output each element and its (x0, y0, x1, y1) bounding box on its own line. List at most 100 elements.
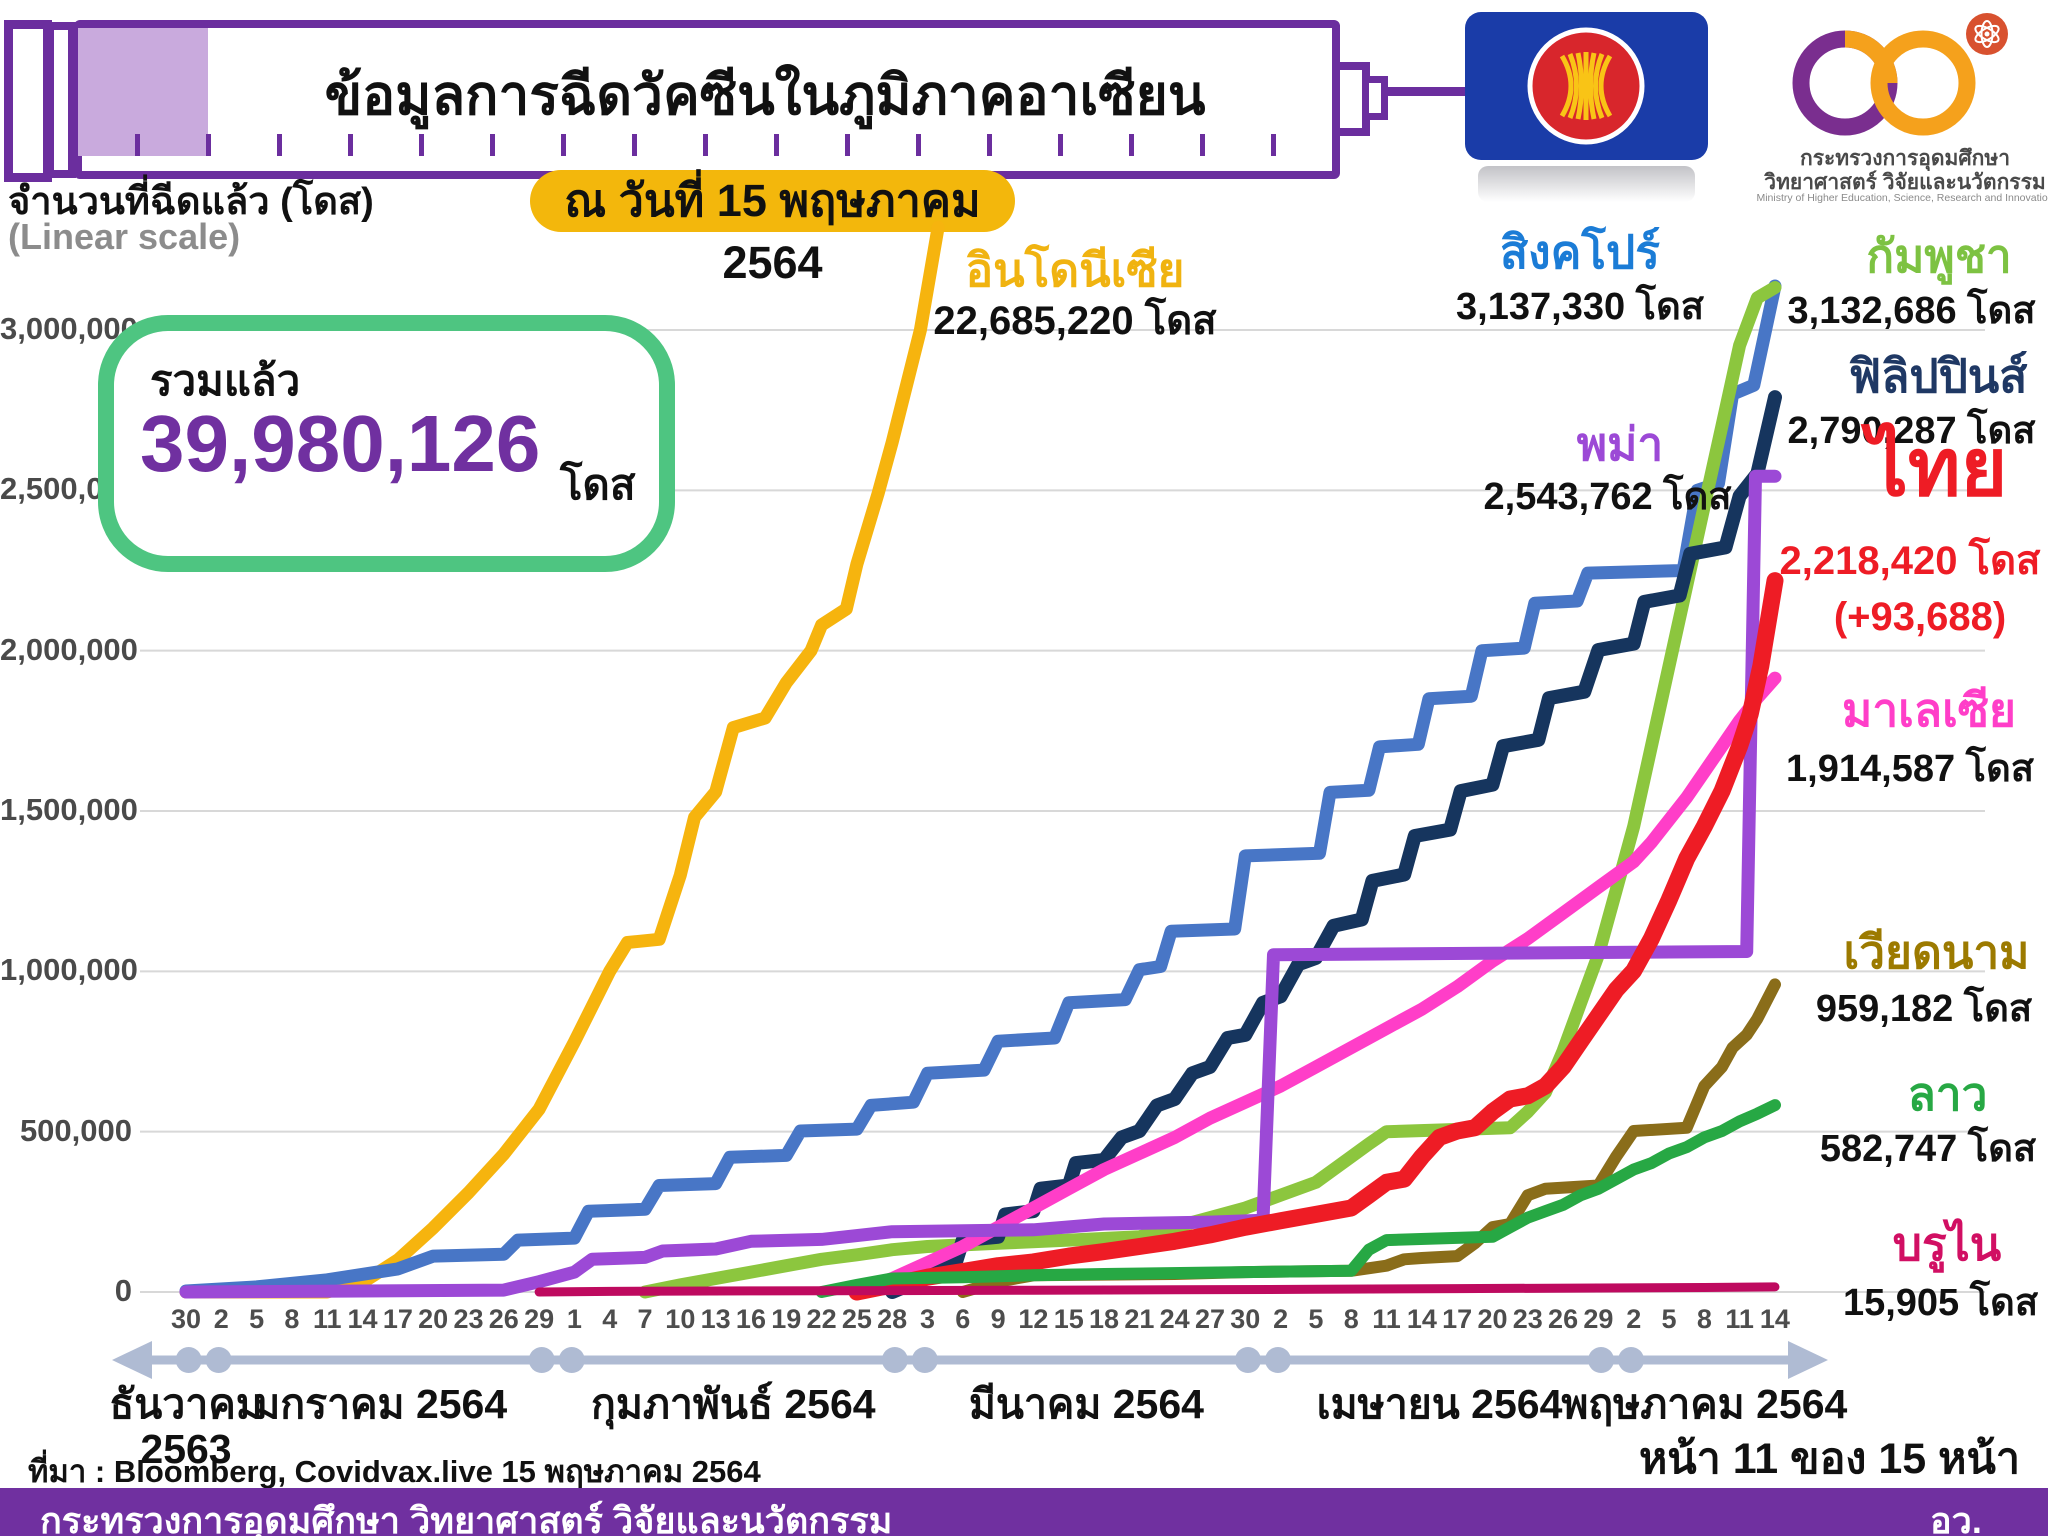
syringe-tick (561, 134, 566, 156)
month-boundary-dot (175, 1347, 202, 1373)
x-tick-label: 23 (453, 1304, 484, 1334)
series-line-indonesia (179, 220, 945, 1299)
mhesi-logo (1792, 13, 2008, 136)
x-tick-label: 28 (877, 1304, 908, 1334)
y-tick-label: 2,000,000 (0, 631, 138, 667)
x-tick-label: 19 (771, 1304, 802, 1334)
x-tick-label: 29 (524, 1304, 555, 1334)
syringe-tick (1200, 134, 1205, 156)
syringe-plunger-rod (46, 22, 76, 178)
x-tick-label: 14 (1759, 1304, 1790, 1334)
syringe-tick (348, 134, 353, 156)
x-tick-label: 17 (1442, 1304, 1473, 1334)
x-tick-label: 13 (700, 1304, 731, 1334)
x-tick-label: 17 (382, 1304, 413, 1334)
month-label: พฤษภาคม 2564 (1561, 1381, 1848, 1427)
x-tick-label: 25 (841, 1304, 872, 1334)
y-axis-scale-note: (Linear scale) (8, 216, 241, 257)
x-tick-label: 20 (1477, 1304, 1508, 1334)
label-cambodia: กัมพูชา (1866, 230, 2012, 282)
month-label: ธันวาคม 2563 (109, 1381, 263, 1473)
x-tick-label: 16 (735, 1304, 766, 1334)
x-tick-label: 5 (1308, 1304, 1324, 1334)
syringe-tick (987, 134, 992, 156)
series-line-myanmar (179, 469, 1782, 1299)
x-tick-label: 14 (1406, 1304, 1437, 1334)
y-tick-label: 1,000,000 (0, 952, 138, 988)
syringe-tick (206, 134, 211, 156)
page-title: ข้อมูลการฉีดวัคซีนในภูมิภาคอาเซียน (324, 64, 1206, 126)
value-singapore: 3,137,330 โดส (1456, 286, 1704, 328)
page-indicator: หน้า 11 ของ 15 หน้า (1638, 1435, 2020, 1483)
x-tick-label: 10 (665, 1304, 696, 1334)
series-line-cambodia (638, 281, 1782, 1299)
x-tick-label: 27 (1194, 1304, 1225, 1334)
syringe-tick (703, 134, 708, 156)
x-tick-label: 9 (990, 1304, 1006, 1334)
as-of-date-badge: ณ วันที่ 15 พฤษภาคม 2564 (530, 170, 1015, 288)
syringe-tick (1271, 134, 1276, 156)
asean-flag (1465, 12, 1708, 160)
mhesi-name-en: Ministry of Higher Education, Science, R… (1756, 192, 2048, 204)
value-brunei: 15,905 โดส (1842, 1282, 2039, 1324)
label-laos: ลาว (1907, 1068, 1988, 1120)
series-line-thailand (848, 572, 1784, 1301)
x-tick-label: 23 (1512, 1304, 1543, 1334)
month-boundary-dot (1234, 1347, 1261, 1373)
source-citation: ที่มา : Bloomberg, Covidvax.live 15 พฤษภ… (28, 1454, 761, 1489)
month-boundary-dot (881, 1347, 908, 1373)
syringe-tick (916, 134, 921, 156)
mhesi-name-line2: วิทยาศาสตร์ วิจัยและนวัตกรรม (1764, 171, 2046, 194)
total-doses-value: 39,980,126 (140, 399, 541, 488)
syringe-tick (1129, 134, 1134, 156)
month-label: กุมภาพันธ์ 2564 (591, 1381, 876, 1427)
label-philippines: ฟิลิปปินส์ (1848, 350, 2028, 402)
y-axis-title: จำนวนที่ฉีดแล้ว (โดส) (8, 181, 374, 223)
x-tick-label: 20 (418, 1304, 449, 1334)
month-boundary-dot (528, 1347, 555, 1373)
syringe-tick (632, 134, 637, 156)
x-tick-label: 18 (1089, 1304, 1120, 1334)
total-doses-box (98, 315, 675, 572)
value-malaysia: 1,914,587 โดส (1786, 748, 2034, 790)
month-boundary-dot (1618, 1347, 1645, 1373)
x-tick-label: 30 (170, 1304, 202, 1334)
syringe-tick (277, 134, 282, 156)
x-tick-label: 12 (1018, 1304, 1049, 1334)
value-myanmar: 2,543,762 โดส (1483, 476, 1732, 518)
label-brunei: บรูไน (1892, 1218, 2002, 1270)
mhesi-name-line1: กระทรวงการอุดมศึกษา (1800, 147, 2010, 170)
x-tick-label: 15 (1053, 1304, 1084, 1334)
label-malaysia: มาเลเซีย (1842, 684, 2016, 736)
x-tick-label: 2 (213, 1304, 229, 1334)
label-vietnam: เวียดนาม (1843, 926, 2030, 978)
month-boundary-dot (558, 1347, 585, 1373)
delta-thailand: (+93,688) (1833, 595, 2007, 639)
y-tick-label: 0 (114, 1273, 132, 1308)
x-tick-label: 8 (1343, 1304, 1359, 1334)
value-philippines: 2,790,287 โดส (1787, 410, 2036, 452)
label-singapore: สิงคโปร์ (1500, 226, 1660, 278)
x-tick-label: 24 (1159, 1304, 1190, 1334)
label-indonesia: อินโดนีเซีย (965, 244, 1185, 296)
month-label: มกราคม 2564 (253, 1381, 508, 1427)
x-tick-label: 26 (1548, 1304, 1579, 1334)
x-tick-label: 8 (284, 1304, 300, 1334)
value-indonesia: 22,685,220 โดส (933, 299, 1217, 343)
syringe-tick (135, 134, 140, 156)
series-line-malaysia (850, 671, 1782, 1299)
month-boundary-dot (205, 1347, 232, 1373)
value-laos: 582,747 โดส (1819, 1128, 2037, 1170)
footer-ministry: กระทรวงการอุดมศึกษา วิทยาศาสตร์ วิจัยและ… (40, 1500, 893, 1536)
x-tick-label: 11 (1725, 1304, 1754, 1334)
x-tick-label: 1 (566, 1304, 582, 1334)
month-label: เมษายน 2564 (1316, 1381, 1563, 1427)
x-tick-label: 26 (488, 1304, 519, 1334)
month-label: มีนาคม 2564 (968, 1381, 1204, 1427)
x-tick-label: 8 (1696, 1304, 1712, 1334)
x-tick-label: 2 (1273, 1304, 1289, 1334)
x-tick-label: 11 (1372, 1304, 1401, 1334)
x-tick-label: 30 (1230, 1304, 1261, 1334)
y-tick-label: 1,500,000 (0, 792, 138, 827)
